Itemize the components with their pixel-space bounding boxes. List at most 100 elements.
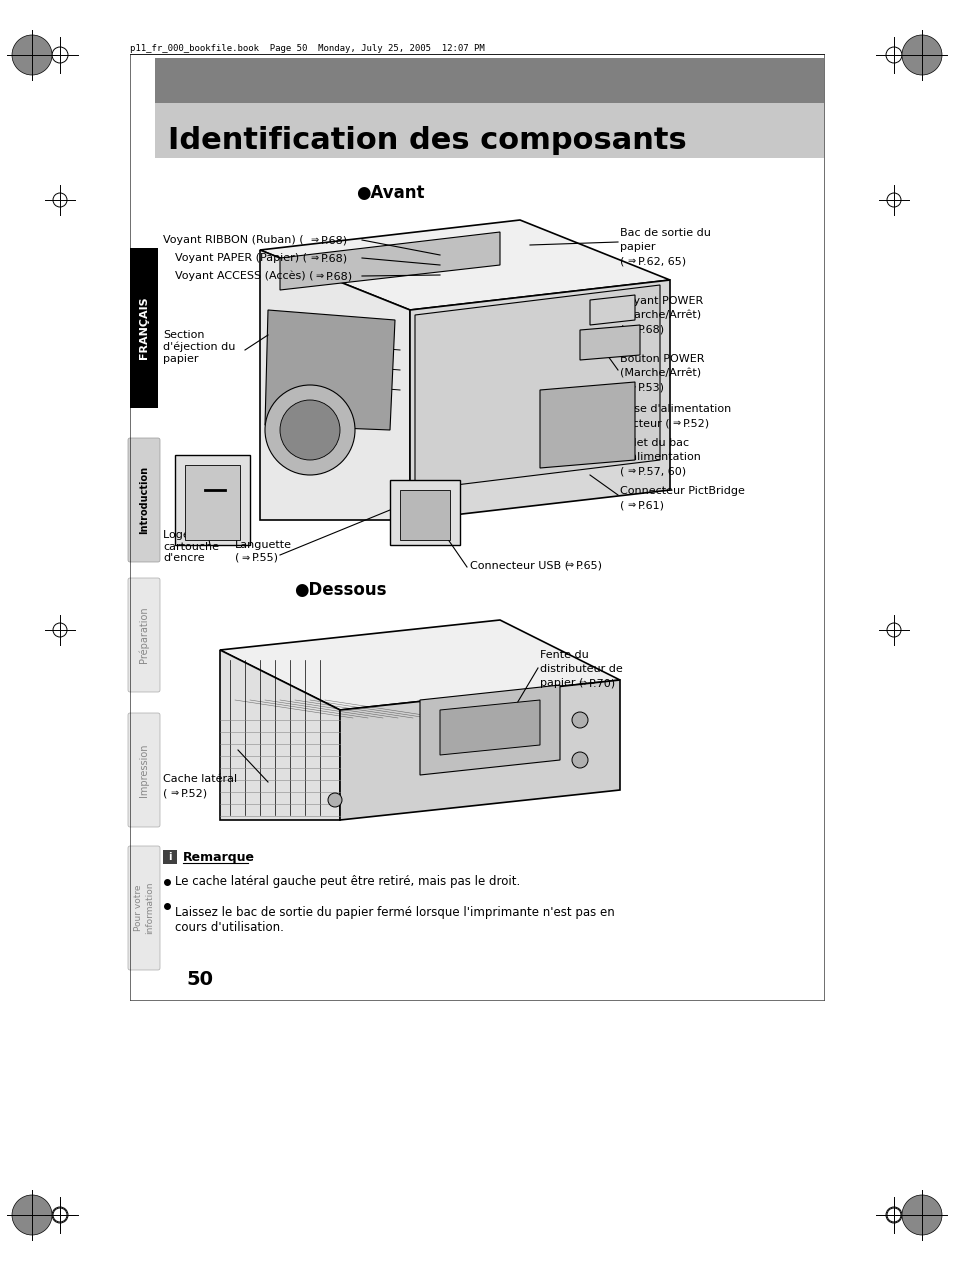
Text: ⇒: ⇒: [626, 500, 635, 511]
Text: Languette: Languette: [234, 540, 292, 550]
Text: Bouton POWER: Bouton POWER: [619, 354, 703, 364]
FancyBboxPatch shape: [128, 846, 160, 970]
Text: Cache latéral: Cache latéral: [163, 773, 237, 784]
Text: P.68): P.68): [326, 271, 353, 281]
Text: P.52): P.52): [682, 418, 709, 428]
FancyBboxPatch shape: [128, 578, 160, 692]
Text: P.57, 60): P.57, 60): [638, 466, 685, 476]
Text: distributeur de: distributeur de: [539, 664, 622, 674]
Circle shape: [901, 36, 941, 75]
Circle shape: [328, 792, 341, 806]
Polygon shape: [579, 325, 639, 359]
Text: (: (: [234, 552, 239, 563]
Text: (: (: [619, 500, 623, 511]
Text: Identification des composants: Identification des composants: [168, 126, 686, 155]
Text: (: (: [619, 466, 623, 476]
Polygon shape: [539, 382, 635, 469]
Text: ●Avant: ●Avant: [355, 184, 424, 202]
Polygon shape: [390, 480, 459, 545]
Circle shape: [12, 36, 52, 75]
Text: P.62, 65): P.62, 65): [638, 257, 685, 265]
Polygon shape: [174, 455, 250, 545]
Text: (Marche/Arrêt): (Marche/Arrêt): [619, 368, 700, 378]
Text: Connecteur PictBridge: Connecteur PictBridge: [619, 486, 744, 497]
Text: Voyant PAPER (Papier) (: Voyant PAPER (Papier) (: [174, 253, 307, 263]
Polygon shape: [415, 284, 659, 490]
Text: (: (: [619, 382, 623, 392]
Text: Bac de sortie du: Bac de sortie du: [619, 229, 710, 237]
Text: papier: papier: [619, 243, 655, 251]
Text: Section
d'éjection du
papier: Section d'éjection du papier: [163, 330, 235, 363]
Polygon shape: [410, 279, 669, 519]
Polygon shape: [220, 650, 339, 820]
Text: P.65): P.65): [576, 560, 602, 570]
Text: ⇒: ⇒: [671, 418, 679, 428]
Text: ●Dessous: ●Dessous: [294, 580, 386, 599]
Text: ⇒: ⇒: [310, 253, 317, 263]
Circle shape: [572, 712, 587, 728]
Text: Le cache latéral gauche peut être retiré, mais pas le droit.: Le cache latéral gauche peut être retiré…: [174, 875, 519, 889]
Text: ⇒: ⇒: [314, 271, 323, 281]
Text: Impression: Impression: [139, 743, 149, 796]
Text: P.68): P.68): [638, 324, 664, 334]
Text: ⇒: ⇒: [626, 466, 635, 476]
Text: (: (: [619, 324, 623, 334]
Text: ⇒: ⇒: [170, 787, 178, 798]
Text: Volet du bac: Volet du bac: [619, 438, 688, 448]
Polygon shape: [589, 295, 635, 325]
Text: ⇒: ⇒: [626, 257, 635, 265]
Polygon shape: [185, 465, 240, 540]
Text: d'alimentation: d'alimentation: [619, 452, 700, 462]
Text: ⇒: ⇒: [564, 560, 573, 570]
Bar: [130, 248, 158, 408]
Circle shape: [901, 1195, 941, 1234]
Text: Logement de
cartouche
d'encre: Logement de cartouche d'encre: [163, 530, 236, 563]
Text: ⇒: ⇒: [626, 382, 635, 392]
Text: P.55): P.55): [252, 552, 278, 563]
Text: P.70): P.70): [588, 678, 616, 688]
Text: secteur (: secteur (: [619, 418, 669, 428]
Text: Fente du: Fente du: [539, 650, 588, 660]
Text: ⇒: ⇒: [310, 235, 317, 245]
Bar: [154, 58, 823, 103]
Text: Voyant POWER: Voyant POWER: [619, 296, 702, 306]
Polygon shape: [220, 620, 619, 710]
Bar: [154, 103, 823, 157]
Circle shape: [265, 385, 355, 475]
Text: Connecteur USB (: Connecteur USB (: [470, 560, 568, 570]
Text: (: (: [619, 257, 623, 265]
Polygon shape: [260, 220, 669, 310]
Text: ⇒: ⇒: [578, 678, 585, 688]
Circle shape: [280, 400, 339, 460]
Text: P.53): P.53): [638, 382, 664, 392]
Polygon shape: [399, 490, 450, 540]
Text: papier (: papier (: [539, 678, 583, 688]
Text: Voyant RIBBON (Ruban) (: Voyant RIBBON (Ruban) (: [163, 235, 303, 245]
Bar: [163, 850, 177, 864]
Text: Introduction: Introduction: [139, 466, 149, 535]
Text: Prise d'alimentation: Prise d'alimentation: [619, 404, 731, 414]
Text: P.68): P.68): [320, 235, 348, 245]
Text: Laissez le bac de sortie du papier fermé lorsque l'imprimante n'est pas en
cours: Laissez le bac de sortie du papier fermé…: [174, 906, 614, 933]
Text: ⇒: ⇒: [626, 324, 635, 334]
Text: p11_fr_000_bookfile.book  Page 50  Monday, July 25, 2005  12:07 PM: p11_fr_000_bookfile.book Page 50 Monday,…: [130, 43, 484, 52]
Text: 50: 50: [186, 970, 213, 989]
Polygon shape: [419, 685, 559, 775]
Text: i: i: [168, 852, 172, 862]
Text: Préparation: Préparation: [138, 607, 149, 663]
Polygon shape: [339, 679, 619, 820]
FancyBboxPatch shape: [128, 712, 160, 827]
Text: Voyant ACCESS (Accès) (: Voyant ACCESS (Accès) (: [174, 271, 314, 281]
Text: P.52): P.52): [181, 787, 208, 798]
FancyBboxPatch shape: [128, 438, 160, 563]
Text: (Marche/Arrêt): (Marche/Arrêt): [619, 310, 700, 320]
Circle shape: [12, 1195, 52, 1234]
Polygon shape: [280, 232, 499, 290]
Text: ⇒: ⇒: [241, 552, 249, 563]
Polygon shape: [265, 310, 395, 431]
Text: Pour votre
information: Pour votre information: [134, 881, 153, 935]
Text: (: (: [163, 787, 167, 798]
Polygon shape: [260, 250, 410, 519]
Circle shape: [572, 752, 587, 768]
Text: FRANÇAIS: FRANÇAIS: [139, 297, 149, 359]
